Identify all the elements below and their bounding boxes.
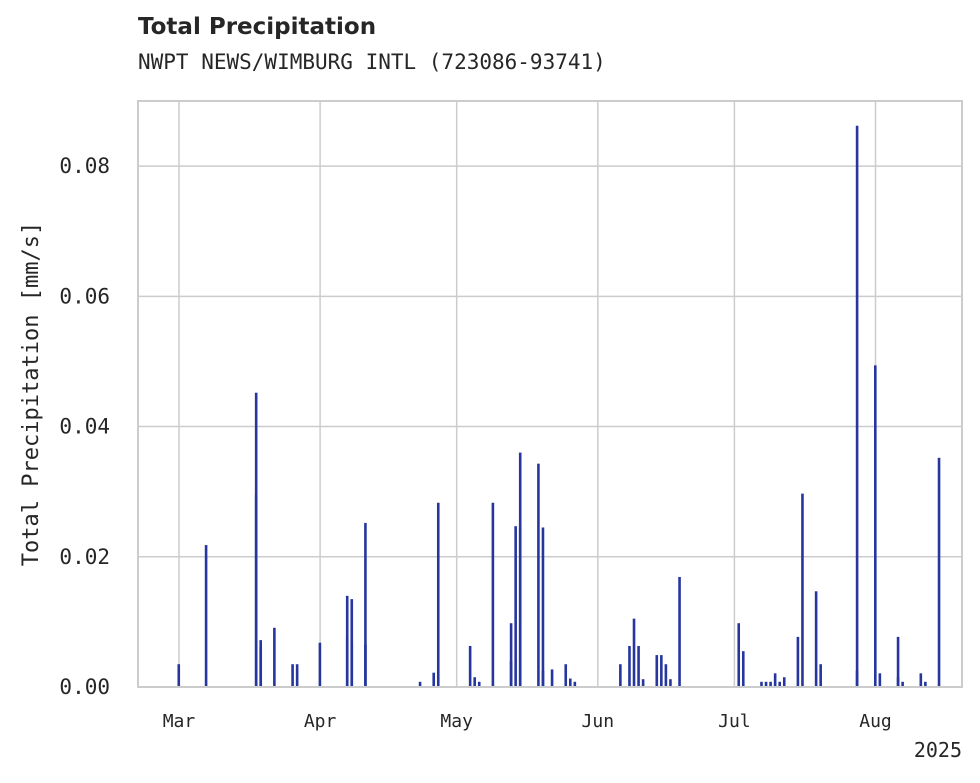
y-tick-label: 0.02 <box>59 545 110 569</box>
precip-bar <box>254 494 258 687</box>
precip-bar <box>814 591 818 687</box>
y-tick-label: 0.04 <box>59 415 110 439</box>
chart-title: Total Precipitation <box>138 14 377 40</box>
precip-bar <box>541 527 545 687</box>
precip-bar <box>660 655 663 687</box>
precip-bar <box>855 670 859 687</box>
precip-bar <box>678 576 681 687</box>
precip-bar <box>491 502 495 687</box>
precip-bar <box>350 641 354 687</box>
precip-bar <box>473 677 476 687</box>
precip-bar <box>537 463 540 687</box>
precip-bar <box>769 681 772 687</box>
precip-bar <box>518 527 522 687</box>
precip-bar <box>568 678 572 687</box>
precip-bar <box>655 655 659 687</box>
precip-bar <box>764 681 768 687</box>
precip-bar <box>664 664 668 687</box>
precip-bar <box>741 651 745 687</box>
precip-bar <box>778 681 782 687</box>
precip-bar <box>896 636 900 687</box>
y-tick-label: 0.08 <box>59 154 110 178</box>
precip-bar <box>318 642 322 687</box>
precip-bar <box>295 664 299 687</box>
precip-bar <box>345 595 349 687</box>
precip-bar <box>855 125 859 687</box>
x-tick-label: Jul <box>718 711 751 732</box>
y-tick-label: 0.06 <box>59 284 110 308</box>
chart-subtitle: NWPT NEWS/WIMBURG INTL (723086-93741) <box>138 50 606 74</box>
x-offset-label: 2025 <box>914 738 962 762</box>
precip-bar <box>364 522 367 687</box>
precip-bar <box>637 645 640 687</box>
grid <box>138 101 962 688</box>
x-tick-label: Mar <box>163 711 196 732</box>
precip-bar <box>564 664 568 687</box>
precip-bar <box>259 646 263 687</box>
y-axis-label: Total Precipitation [mm/s] <box>19 222 44 566</box>
x-tick-label: Jun <box>582 711 615 732</box>
precip-bar <box>874 365 877 687</box>
precip-bar <box>924 681 927 687</box>
bars <box>177 125 941 687</box>
precip-bar <box>878 673 882 687</box>
x-tick-label: May <box>440 711 473 732</box>
precip-bar <box>737 623 741 687</box>
precip-bar <box>632 618 636 687</box>
precip-bar <box>573 681 577 687</box>
precip-bar <box>619 664 622 687</box>
y-tick-label: 0.00 <box>59 675 110 699</box>
precip-bar <box>901 681 904 687</box>
precip-bar <box>801 493 804 687</box>
precip-bar <box>896 677 900 687</box>
precip-bar <box>509 660 513 687</box>
precip-bar <box>773 673 777 687</box>
precip-bar <box>204 545 208 687</box>
precip-bar <box>418 681 422 687</box>
precip-bar <box>364 644 367 687</box>
precip-bar <box>760 681 763 687</box>
precip-bar <box>641 679 645 687</box>
precip-bar <box>541 670 545 687</box>
precip-bar <box>468 645 472 687</box>
precip-bar <box>937 457 941 687</box>
x-tick-label: Apr <box>304 711 337 732</box>
precip-bar <box>436 502 440 687</box>
x-tick-label: Aug <box>859 711 892 732</box>
precip-bar <box>819 664 822 687</box>
precip-bar <box>628 645 631 687</box>
precip-bar <box>550 669 554 687</box>
precip-bar <box>291 664 294 687</box>
plot-frame <box>137 100 963 688</box>
y-tick-labels: 0.00 0.02 0.04 0.06 0.08 <box>59 154 110 699</box>
precip-bar <box>669 679 672 687</box>
precip-bar <box>796 636 800 687</box>
precip-bar <box>273 627 276 687</box>
precip-bar <box>177 664 181 687</box>
precip-bar <box>514 526 517 687</box>
precip-bar <box>919 673 923 687</box>
precip-bar <box>782 677 786 687</box>
precip-bar <box>432 672 436 687</box>
x-tick-labels: Mar Apr May Jun Jul Aug <box>163 711 892 732</box>
precip-bar <box>509 623 513 687</box>
precip-bar <box>477 681 481 687</box>
